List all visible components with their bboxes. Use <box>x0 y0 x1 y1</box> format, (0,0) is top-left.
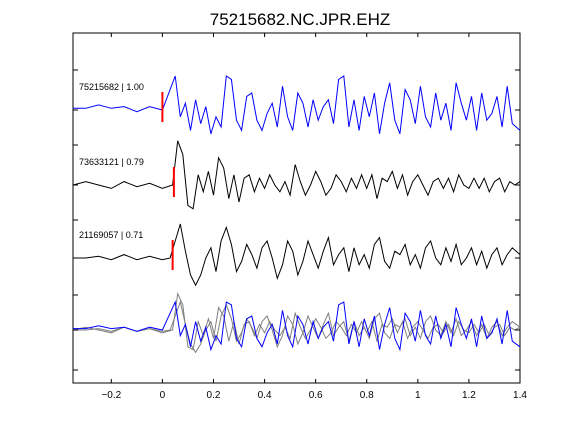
overlay-group <box>72 291 521 354</box>
plot-area-frame <box>72 32 521 384</box>
traces-group <box>72 75 521 287</box>
x-tick-label: 1.2 <box>462 390 476 401</box>
x-tick-label: 0.4 <box>258 390 272 401</box>
trace-label-73633121: 73633121 | 0.79 <box>79 157 144 167</box>
trace-labels: 75215682 | 1.00 73633121 | 0.79 21169057 |… <box>79 82 144 240</box>
trace-line-21169057 <box>73 223 521 287</box>
trace-label-21169057: 21169057 | 0.71 <box>79 230 143 240</box>
axis-ticks: −0.2 0 0.2 0.4 0.6 0.8 1 1.2 1.4 <box>73 33 527 401</box>
overlay-trace-75215682 <box>73 300 521 352</box>
x-tick-label: 0 <box>160 390 166 401</box>
x-tick-label: 1.4 <box>513 390 527 401</box>
trace-line-73633121 <box>72 140 521 210</box>
x-tick-label: 0.2 <box>207 390 221 401</box>
x-tick-label: 0.8 <box>360 390 374 401</box>
trace-label-75215682: 75215682 | 1.00 <box>79 82 144 92</box>
x-tick-label: 1 <box>415 390 421 401</box>
trace-line-75215682 <box>73 75 521 134</box>
x-tick-label: −0.2 <box>101 390 121 401</box>
overlay-trace-21169057 <box>73 300 521 354</box>
overlay-trace-73633121 <box>72 291 521 351</box>
chart-title: 75215682.NC.JPR.EHZ <box>210 10 390 29</box>
x-tick-label: 0.6 <box>309 390 323 401</box>
